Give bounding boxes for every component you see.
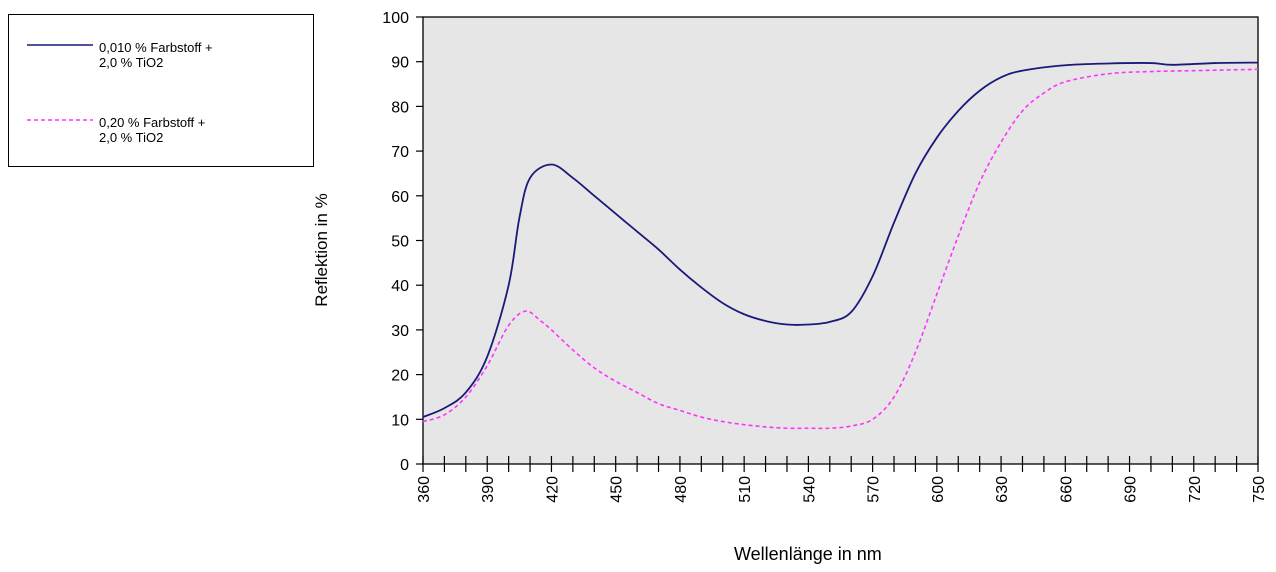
x-tick-label: 480 <box>673 476 690 503</box>
y-axis-title: Reflektion in % <box>312 193 331 307</box>
x-tick-label: 750 <box>1251 476 1268 503</box>
x-tick-label: 600 <box>930 476 947 503</box>
x-tick-label: 510 <box>737 476 754 503</box>
x-tick-label: 690 <box>1123 476 1140 503</box>
legend-swatch-series-2 <box>27 115 93 125</box>
legend-label-series-2: 0,20 % Farbstoff + 2,0 % TiO2 <box>99 115 206 145</box>
y-tick-label: 30 <box>391 323 409 340</box>
y-tick-label: 100 <box>382 10 409 27</box>
x-tick-label: 360 <box>416 476 433 503</box>
legend-entry-series-1: 0,010 % Farbstoff + 2,0 % TiO2 <box>27 40 213 70</box>
y-tick-label: 50 <box>391 234 409 251</box>
legend: 0,010 % Farbstoff + 2,0 % TiO2 0,20 % Fa… <box>8 14 314 167</box>
x-tick-label: 390 <box>480 476 497 503</box>
x-axis-title: Wellenlänge in nm <box>734 544 882 564</box>
series-line-1 <box>422 61 1259 418</box>
y-tick-label: 60 <box>391 189 409 206</box>
x-tick-label: 720 <box>1187 476 1204 503</box>
plot-area <box>422 16 1259 465</box>
y-tick-label: 70 <box>391 144 409 161</box>
x-tick-label: 450 <box>609 476 626 503</box>
x-axis: 360 390 420 450 480 510 540 570 600 630 660 690 720 7… <box>416 456 1268 503</box>
series-line-2 <box>422 68 1259 430</box>
y-tick-label: 90 <box>391 55 409 72</box>
series-layer <box>422 61 1259 430</box>
y-tick-label: 40 <box>391 278 409 295</box>
y-axis: 0 10 20 30 40 50 60 70 80 90 100 <box>382 10 423 474</box>
x-tick-label: 570 <box>866 476 883 503</box>
legend-entry-series-2: 0,20 % Farbstoff + 2,0 % TiO2 <box>27 115 205 145</box>
y-tick-label: 80 <box>391 99 409 116</box>
y-tick-label: 20 <box>391 368 409 385</box>
legend-label-series-1: 0,010 % Farbstoff + 2,0 % TiO2 <box>99 40 213 70</box>
y-tick-label: 0 <box>400 457 409 474</box>
x-tick-label: 630 <box>994 476 1011 503</box>
x-tick-label: 660 <box>1058 476 1075 503</box>
x-tick-label: 420 <box>544 476 561 503</box>
y-tick-label: 10 <box>391 412 409 429</box>
x-tick-label: 540 <box>801 476 818 503</box>
legend-swatch-series-1 <box>27 40 93 50</box>
